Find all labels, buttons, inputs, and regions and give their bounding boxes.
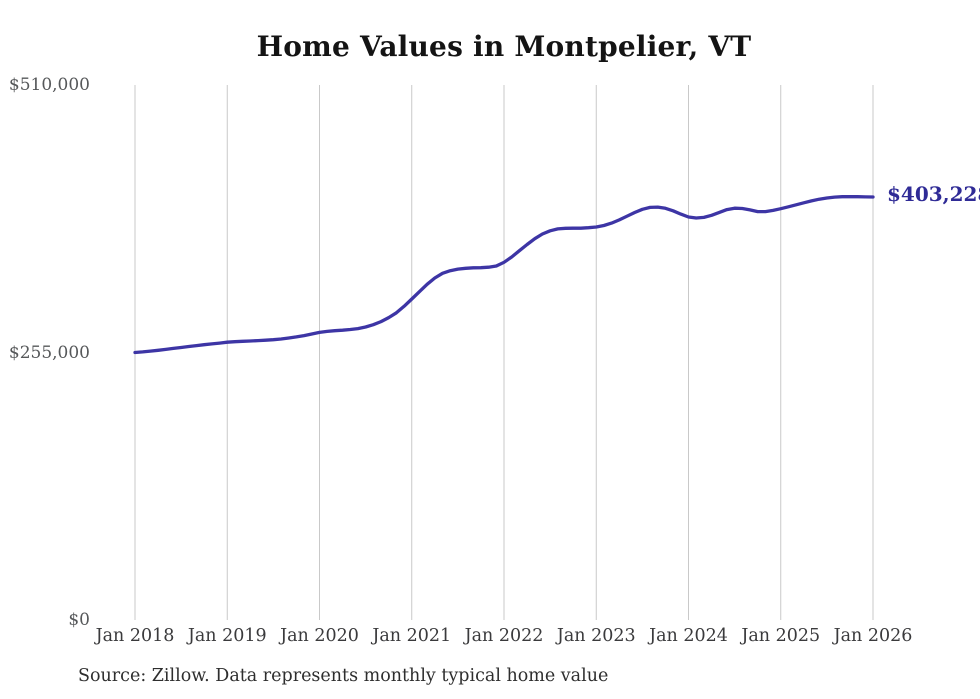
- x-axis-tick-jan-2019: Jan 2019: [187, 626, 267, 646]
- latest-value-label: $403,228: [887, 182, 980, 206]
- y-axis-tick-255000: $255,000: [8, 342, 90, 363]
- x-axis-tick-jan-2018: Jan 2018: [95, 626, 175, 646]
- x-axis-tick-jan-2026: Jan 2026: [833, 626, 913, 646]
- x-axis-tick-jan-2024: Jan 2024: [649, 626, 728, 646]
- x-axis-tick-jan-2023: Jan 2023: [556, 626, 636, 646]
- x-axis-tick-jan-2025: Jan 2025: [741, 626, 821, 646]
- chart-title: Home Values in Montpelier, VT: [256, 30, 752, 63]
- y-axis-tick-0: $0: [68, 610, 90, 630]
- x-axis-tick-jan-2021: Jan 2021: [372, 626, 452, 646]
- source-note: Source: Zillow. Data represents monthly …: [78, 666, 609, 686]
- x-axis-tick-jan-2022: Jan 2022: [464, 626, 544, 646]
- y-axis-tick-510000: $510,000: [8, 75, 90, 95]
- home-value-line: [133, 194, 875, 355]
- gridlines: [134, 85, 874, 620]
- x-axis-tick-jan-2020: Jan 2020: [280, 626, 359, 646]
